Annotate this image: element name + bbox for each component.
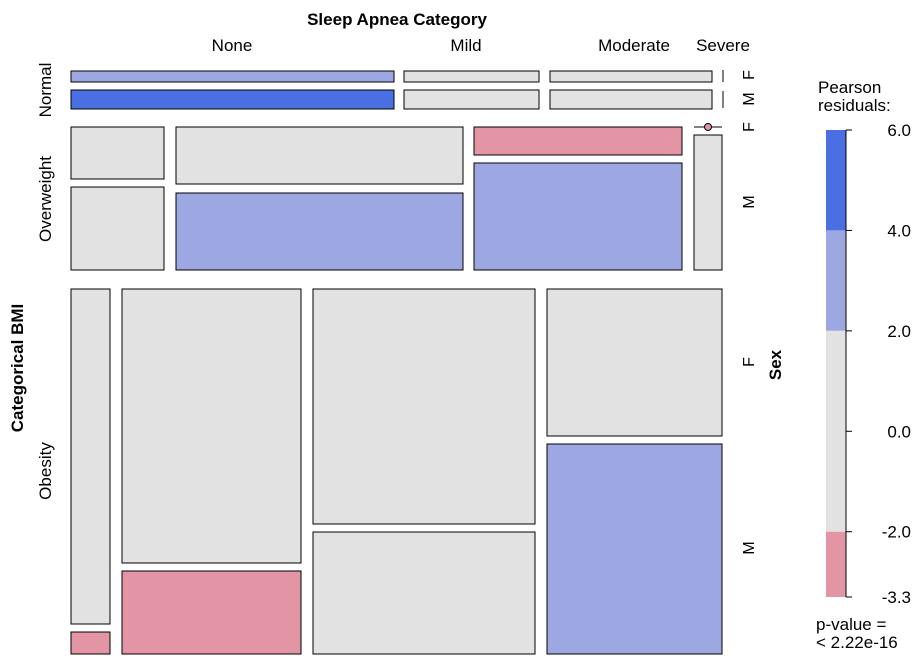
legend-axis: 6.0 4.0 2.0 0.0 -2.0 -3.3 — [845, 121, 911, 607]
row-label-normal: Normal — [36, 63, 55, 118]
sex-label-overweight-f: F — [741, 122, 758, 132]
sex-label-normal-m: M — [741, 92, 758, 105]
row-label-overweight: Overweight — [36, 156, 55, 242]
row-label-obesity: Obesity — [36, 442, 55, 500]
tile-overweight-none-f — [70, 126, 165, 180]
legend-band-1 — [826, 230, 846, 331]
legend-tick-label-0: 6.0 — [887, 121, 911, 140]
tile-overweight-moderate-f — [473, 126, 683, 156]
col-label-none: None — [212, 36, 253, 55]
tile-obesity-moderate-f — [312, 288, 536, 525]
sex-label-obesity-f: F — [741, 357, 758, 367]
sex-label-obesity-m: M — [741, 541, 758, 554]
tile-obesity-moderate-m — [312, 531, 536, 655]
tile-normal-mild-m — [403, 89, 540, 110]
legend-band-0 — [826, 130, 846, 231]
legend-title-line1: Pearson — [818, 78, 881, 97]
tile-overweight-moderate-m — [473, 162, 683, 271]
tile-overweight-severe-m — [693, 134, 723, 271]
col-label-moderate: Moderate — [598, 36, 670, 55]
legend-tick-label-5: -3.3 — [882, 588, 911, 607]
p-value: < 2.22e-16 — [816, 633, 898, 652]
sex-label-normal-f: F — [741, 70, 758, 80]
tile-overweight-none-m — [70, 186, 165, 271]
tile-normal-moderate-m — [549, 89, 713, 110]
legend-title-line2: residuals: — [818, 96, 891, 115]
tile-normal-moderate-f — [549, 70, 713, 83]
col-label-severe: Severe — [696, 36, 750, 55]
legend-tick-label-1: 4.0 — [887, 221, 911, 240]
tile-obesity-mild-f — [121, 288, 302, 564]
tile-obesity-none-m — [70, 631, 111, 655]
tile-obesity-none-f — [70, 288, 111, 625]
tile-obesity-severe-m — [546, 443, 723, 655]
legend-band-2 — [826, 330, 846, 532]
tile-normal-none-m — [70, 89, 395, 110]
mosaic-tiles — [70, 70, 723, 655]
tile-normal-none-f — [70, 70, 395, 83]
tile-obesity-severe-f — [546, 288, 723, 437]
tile-overweight-mild-m — [175, 192, 464, 271]
legend-band-3 — [826, 531, 846, 597]
sex-label-overweight-m: M — [741, 195, 758, 208]
y-axis-label: Categorical BMI — [8, 304, 27, 432]
tile-obesity-mild-m — [121, 570, 302, 655]
legend-tick-label-2: 2.0 — [887, 322, 911, 341]
tile-normal-mild-f — [403, 70, 540, 83]
legend-color-bar — [826, 130, 846, 597]
tile-overweight-mild-f — [175, 126, 464, 185]
chart-title: Sleep Apnea Category — [307, 10, 487, 29]
legend-tick-label-4: -2.0 — [882, 523, 911, 542]
sex-axis-label: Sex — [766, 349, 785, 380]
zero-cell-marker — [704, 123, 712, 131]
p-value-label: p-value = — [816, 615, 886, 634]
col-label-mild: Mild — [450, 36, 481, 55]
legend-tick-label-3: 0.0 — [887, 422, 911, 441]
